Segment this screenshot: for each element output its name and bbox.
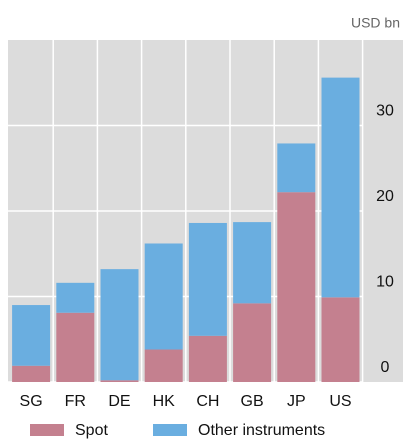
legend-label: Other instruments <box>198 422 325 439</box>
bar-segment <box>277 192 316 382</box>
bar-segment <box>233 303 272 382</box>
bar-segment <box>188 335 227 382</box>
legend-swatch <box>30 424 64 436</box>
y-tick-label: 20 <box>376 188 394 205</box>
bar-segment <box>56 312 95 382</box>
x-tick-label: DE <box>108 393 130 410</box>
x-tick-label: HK <box>153 393 176 410</box>
x-tick-label: CH <box>196 393 219 410</box>
legend-label: Spot <box>75 422 108 439</box>
bar-segment <box>100 380 139 382</box>
bar-segment <box>56 282 95 313</box>
x-tick-label: SG <box>20 393 43 410</box>
bar-segment <box>144 243 183 350</box>
x-tick-label: FR <box>65 393 86 410</box>
bar-segment <box>12 305 51 366</box>
x-tick-label: US <box>329 393 351 410</box>
bar-segment <box>188 222 227 336</box>
bar-segment <box>277 143 316 193</box>
y-tick-label: 30 <box>376 103 394 120</box>
bar-segment <box>321 77 360 298</box>
x-tick-label: GB <box>241 393 264 410</box>
y-tick-label: 10 <box>376 274 394 291</box>
bar-segment <box>100 269 139 381</box>
bar-segment <box>321 297 360 382</box>
x-tick-label: JP <box>287 393 306 410</box>
y-axis-label: USD bn <box>351 15 400 31</box>
legend-swatch <box>153 424 187 436</box>
bar-segment <box>233 222 272 304</box>
bar-segment <box>144 349 183 382</box>
bar-segment <box>12 365 51 382</box>
y-tick-label: 0 <box>381 359 390 376</box>
